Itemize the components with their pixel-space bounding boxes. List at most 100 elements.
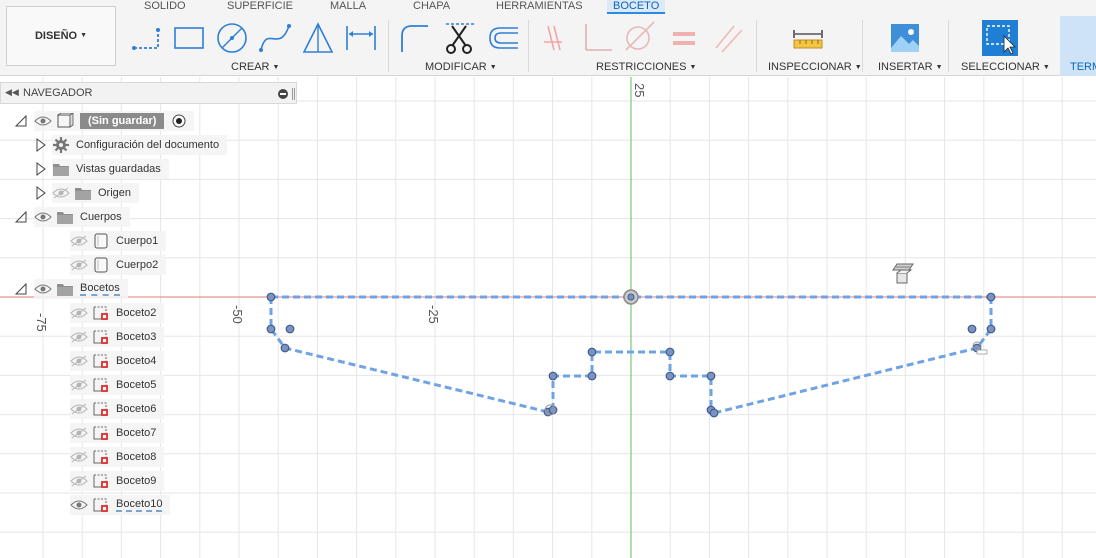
dimension-icon[interactable] [343, 20, 379, 56]
eye-hidden-icon[interactable] [70, 331, 88, 343]
sketch-point[interactable] [549, 372, 557, 380]
browser-item-bocetos[interactable]: Bocetos [34, 279, 128, 299]
chevron-down-icon: ▼ [936, 64, 943, 71]
browser-root-label: (Sin guardar) [80, 113, 164, 129]
sketch-line-left[interactable] [271, 297, 548, 412]
sketch-point[interactable] [987, 325, 995, 333]
browser-root[interactable]: (Sin guardar) [34, 111, 194, 131]
separator [948, 20, 949, 72]
tangent-icon[interactable] [622, 20, 658, 56]
triangle-icon[interactable] [300, 20, 336, 56]
eye-hidden-icon[interactable] [70, 355, 88, 367]
browser-item-boceto2[interactable]: Boceto2 [70, 303, 164, 323]
separator [388, 20, 389, 72]
eye-hidden-icon[interactable] [70, 475, 88, 487]
sketch-line-right[interactable] [714, 297, 991, 413]
browser-item-label: Boceto2 [116, 307, 156, 319]
insert-image-icon[interactable] [887, 20, 923, 56]
tab-chapa[interactable]: CHAPA [407, 0, 456, 14]
sketch-point[interactable] [666, 372, 674, 380]
sketch-point[interactable] [710, 409, 718, 417]
sketch-point[interactable] [286, 325, 294, 333]
eye-icon[interactable] [34, 283, 52, 295]
expand-triangle-icon[interactable] [34, 162, 48, 176]
eye-hidden-icon[interactable] [70, 451, 88, 463]
eye-hidden-icon[interactable] [70, 259, 88, 271]
sketch-point[interactable] [588, 372, 596, 380]
circle-icon[interactable] [214, 20, 250, 56]
collapse-triangle-icon[interactable] [14, 114, 28, 128]
equal-icon[interactable] [667, 20, 703, 56]
sketch-point[interactable] [987, 293, 995, 301]
resize-handle[interactable] [292, 88, 295, 100]
sketch-point[interactable] [267, 293, 275, 301]
group-seleccionar[interactable]: SELECCIONAR ▼ [961, 61, 1050, 73]
group-insertar[interactable]: INSERTAR ▼ [878, 61, 943, 73]
browser-item-boceto9[interactable]: Boceto9 [70, 471, 164, 491]
sketch-line-step[interactable] [553, 352, 711, 410]
line-icon[interactable] [130, 20, 166, 56]
sketch-point[interactable] [281, 344, 289, 352]
tab-herramientas[interactable]: HERRAMIENTAS [490, 0, 589, 14]
expand-triangle-icon[interactable] [34, 138, 48, 152]
eye-hidden-icon[interactable] [70, 379, 88, 391]
eye-icon[interactable] [34, 211, 52, 223]
browser-item-origen[interactable]: Origen [52, 183, 139, 203]
browser-item-boceto5[interactable]: Boceto5 [70, 375, 164, 395]
sketch-point[interactable] [267, 325, 275, 333]
eye-hidden-icon[interactable] [70, 403, 88, 415]
browser-item-cuerpos[interactable]: Cuerpos [34, 207, 130, 227]
activate-radio-icon[interactable] [172, 114, 186, 128]
eye-hidden-icon[interactable] [70, 307, 88, 319]
minimize-icon[interactable] [278, 89, 288, 99]
group-inspeccionar[interactable]: INSPECCIONAR ▼ [768, 61, 862, 73]
body-icon [92, 233, 110, 249]
select-box-icon[interactable] [982, 20, 1018, 56]
coincident-icon[interactable] [540, 20, 576, 56]
trim-scissors-icon[interactable] [442, 20, 478, 56]
workspace-dropdown[interactable]: DISEÑO ▼ [6, 6, 116, 66]
eye-hidden-icon[interactable] [70, 235, 88, 247]
spline-icon[interactable] [257, 20, 293, 56]
group-crear[interactable]: CREAR ▼ [231, 61, 279, 73]
sketch-point[interactable] [588, 348, 596, 356]
fillet-icon[interactable] [396, 20, 432, 56]
sketch-point[interactable] [968, 325, 976, 333]
eye-icon[interactable] [70, 499, 88, 511]
browser-item-boceto6[interactable]: Boceto6 [70, 399, 164, 419]
browser-item-cuerpo2[interactable]: Cuerpo2 [70, 255, 166, 275]
collapse-panel-icon[interactable]: ◀◀ [5, 87, 19, 98]
tab-solido[interactable]: SOLIDO [138, 0, 192, 14]
eye-icon[interactable] [34, 115, 52, 127]
browser-item-boceto8[interactable]: Boceto8 [70, 447, 164, 467]
eye-hidden-icon[interactable] [52, 187, 70, 199]
tab-malla[interactable]: MALLA [324, 0, 372, 14]
browser-item-boceto3[interactable]: Boceto3 [70, 327, 164, 347]
measure-icon[interactable] [790, 20, 826, 56]
folder-icon [56, 281, 74, 297]
browser-item-boceto7[interactable]: Boceto7 [70, 423, 164, 443]
sketch-plane-icon[interactable] [893, 264, 913, 283]
browser-item-boceto10[interactable]: Boceto10 [70, 495, 170, 515]
parallel-icon[interactable] [710, 20, 746, 56]
group-restricciones[interactable]: RESTRICCIONES ▼ [596, 61, 696, 73]
sketch-icon [92, 377, 110, 393]
expand-triangle-icon[interactable] [34, 186, 48, 200]
tab-boceto[interactable]: BOCETO [607, 0, 665, 14]
collapse-triangle-icon[interactable] [14, 282, 28, 296]
perpendicular-icon[interactable] [580, 20, 616, 56]
browser-item-configuración-del-documento[interactable]: Configuración del documento [52, 135, 227, 155]
rectangle-icon[interactable] [171, 20, 207, 56]
sketch-point[interactable] [707, 372, 715, 380]
collapse-triangle-icon[interactable] [14, 210, 28, 224]
offset-icon[interactable] [484, 20, 520, 56]
tab-superficie[interactable]: SUPERFICIE [221, 0, 299, 14]
browser-item-boceto4[interactable]: Boceto4 [70, 351, 164, 371]
group-modificar[interactable]: MODIFICAR ▼ [425, 61, 497, 73]
browser-item-vistas-guardadas[interactable]: Vistas guardadas [52, 159, 169, 179]
eye-hidden-icon[interactable] [70, 427, 88, 439]
chevron-down-icon: ▼ [1043, 64, 1050, 71]
browser-item-cuerpo1[interactable]: Cuerpo1 [70, 231, 166, 251]
sketch-point[interactable] [666, 348, 674, 356]
sketch-point[interactable] [549, 406, 557, 414]
